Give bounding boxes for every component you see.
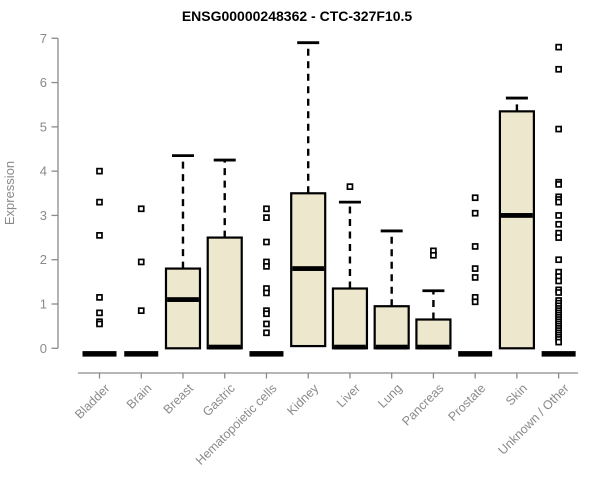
outlier-point bbox=[96, 232, 103, 239]
median-line bbox=[167, 297, 199, 302]
iqr-box bbox=[164, 267, 202, 350]
box-pancreas bbox=[415, 247, 452, 350]
box-skin bbox=[498, 96, 535, 350]
x-tick-label-breast: Breast bbox=[161, 381, 197, 417]
outlier-point bbox=[96, 198, 103, 206]
outlier-point bbox=[555, 277, 562, 285]
x-tick-label-gastric: Gastric bbox=[200, 381, 238, 419]
outlier-point bbox=[555, 220, 562, 228]
outlier-point bbox=[555, 198, 562, 206]
median-line bbox=[292, 266, 325, 271]
outlier-point bbox=[555, 65, 562, 73]
box-bladder bbox=[82, 167, 117, 357]
outlier-point bbox=[137, 307, 145, 315]
median-line bbox=[208, 344, 241, 350]
outlier-point bbox=[471, 209, 479, 217]
box-lung bbox=[373, 229, 410, 350]
outlier-point bbox=[96, 167, 103, 175]
x-tick-label-bladder: Bladder bbox=[72, 381, 112, 421]
plot-area: 0 1 2 3 4 5 6 7 Bladder Brain Breast GastricHematop… bbox=[40, 31, 578, 468]
x-tick-label-lung: Lung bbox=[375, 381, 405, 411]
y-tick-label: 3 bbox=[40, 208, 47, 223]
outlier-point bbox=[555, 256, 562, 264]
outlier-point bbox=[263, 263, 270, 270]
outlier-point bbox=[430, 251, 437, 259]
outlier-point bbox=[555, 125, 562, 133]
x-tick-label-hematopoietic-cells: Hematopoietic cells bbox=[193, 381, 280, 468]
outlier-point bbox=[471, 274, 479, 281]
median-line bbox=[375, 344, 408, 350]
x-tick-label-kidney: Kidney bbox=[284, 381, 321, 418]
outlier-point bbox=[555, 43, 562, 51]
x-tick-label-skin: Skin bbox=[503, 381, 530, 408]
outlier-point bbox=[96, 294, 103, 301]
box-hematopoietic-cells bbox=[249, 205, 284, 357]
y-tick-label: 7 bbox=[40, 31, 47, 46]
collapsed-box-bar bbox=[458, 351, 493, 357]
outlier-point bbox=[263, 205, 270, 213]
outlier-point bbox=[137, 205, 145, 213]
outlier-point bbox=[555, 181, 562, 188]
box-kidney bbox=[290, 41, 327, 348]
median-line bbox=[334, 344, 366, 350]
iqr-box bbox=[373, 305, 410, 350]
box-gastric bbox=[206, 158, 243, 350]
chart-title: ENSG00000248362 - CTC-327F10.5 bbox=[182, 8, 413, 24]
iqr-box bbox=[206, 236, 243, 350]
x-tick-label-pancreas: Pancreas bbox=[399, 381, 446, 428]
outlier-point bbox=[263, 238, 270, 246]
box-brain bbox=[124, 205, 159, 357]
median-line bbox=[501, 213, 533, 218]
outlier-point bbox=[471, 243, 479, 250]
iqr-box bbox=[498, 110, 535, 350]
outlier-point bbox=[263, 289, 270, 297]
iqr-box bbox=[331, 287, 369, 350]
collapsed-box-bar bbox=[124, 351, 159, 357]
outlier-point bbox=[263, 310, 270, 318]
x-tick-label-prostate: Prostate bbox=[445, 381, 488, 424]
outlier-point bbox=[555, 289, 562, 296]
x-tick-label-liver: Liver bbox=[334, 381, 363, 410]
outlier-point bbox=[555, 338, 562, 346]
x-tick-label-brain: Brain bbox=[124, 381, 155, 412]
y-axis-label: Expression bbox=[2, 161, 17, 225]
x-tick-label-unknown-other: Unknown / Other bbox=[496, 381, 572, 457]
outlier-point bbox=[555, 234, 562, 241]
box-unknown-other bbox=[541, 43, 576, 357]
y-tick-label: 6 bbox=[40, 75, 47, 90]
median-line bbox=[417, 344, 450, 350]
outlier-point bbox=[96, 309, 103, 317]
outlier-point bbox=[263, 214, 270, 221]
y-tick-label: 5 bbox=[40, 119, 47, 134]
y-tick-label: 4 bbox=[40, 164, 47, 179]
y-tick-label: 0 bbox=[40, 341, 47, 356]
box-liver bbox=[331, 183, 369, 350]
outlier-point bbox=[263, 320, 270, 328]
outlier-point bbox=[471, 194, 479, 202]
outlier-point bbox=[471, 265, 479, 272]
box-prostate bbox=[458, 194, 493, 357]
outlier-point bbox=[471, 298, 479, 306]
collapsed-box-bar bbox=[541, 351, 576, 357]
outlier-point bbox=[137, 258, 145, 266]
iqr-box bbox=[415, 318, 452, 350]
collapsed-box-bar bbox=[82, 351, 117, 357]
y-tick-label: 2 bbox=[40, 252, 47, 267]
y-tick-label: 1 bbox=[40, 297, 47, 312]
outlier-point bbox=[346, 183, 354, 190]
collapsed-box-bar bbox=[249, 351, 284, 357]
box-breast bbox=[164, 154, 202, 350]
outlier-point bbox=[96, 320, 103, 328]
outlier-point bbox=[263, 329, 270, 337]
outlier-point bbox=[555, 212, 562, 219]
